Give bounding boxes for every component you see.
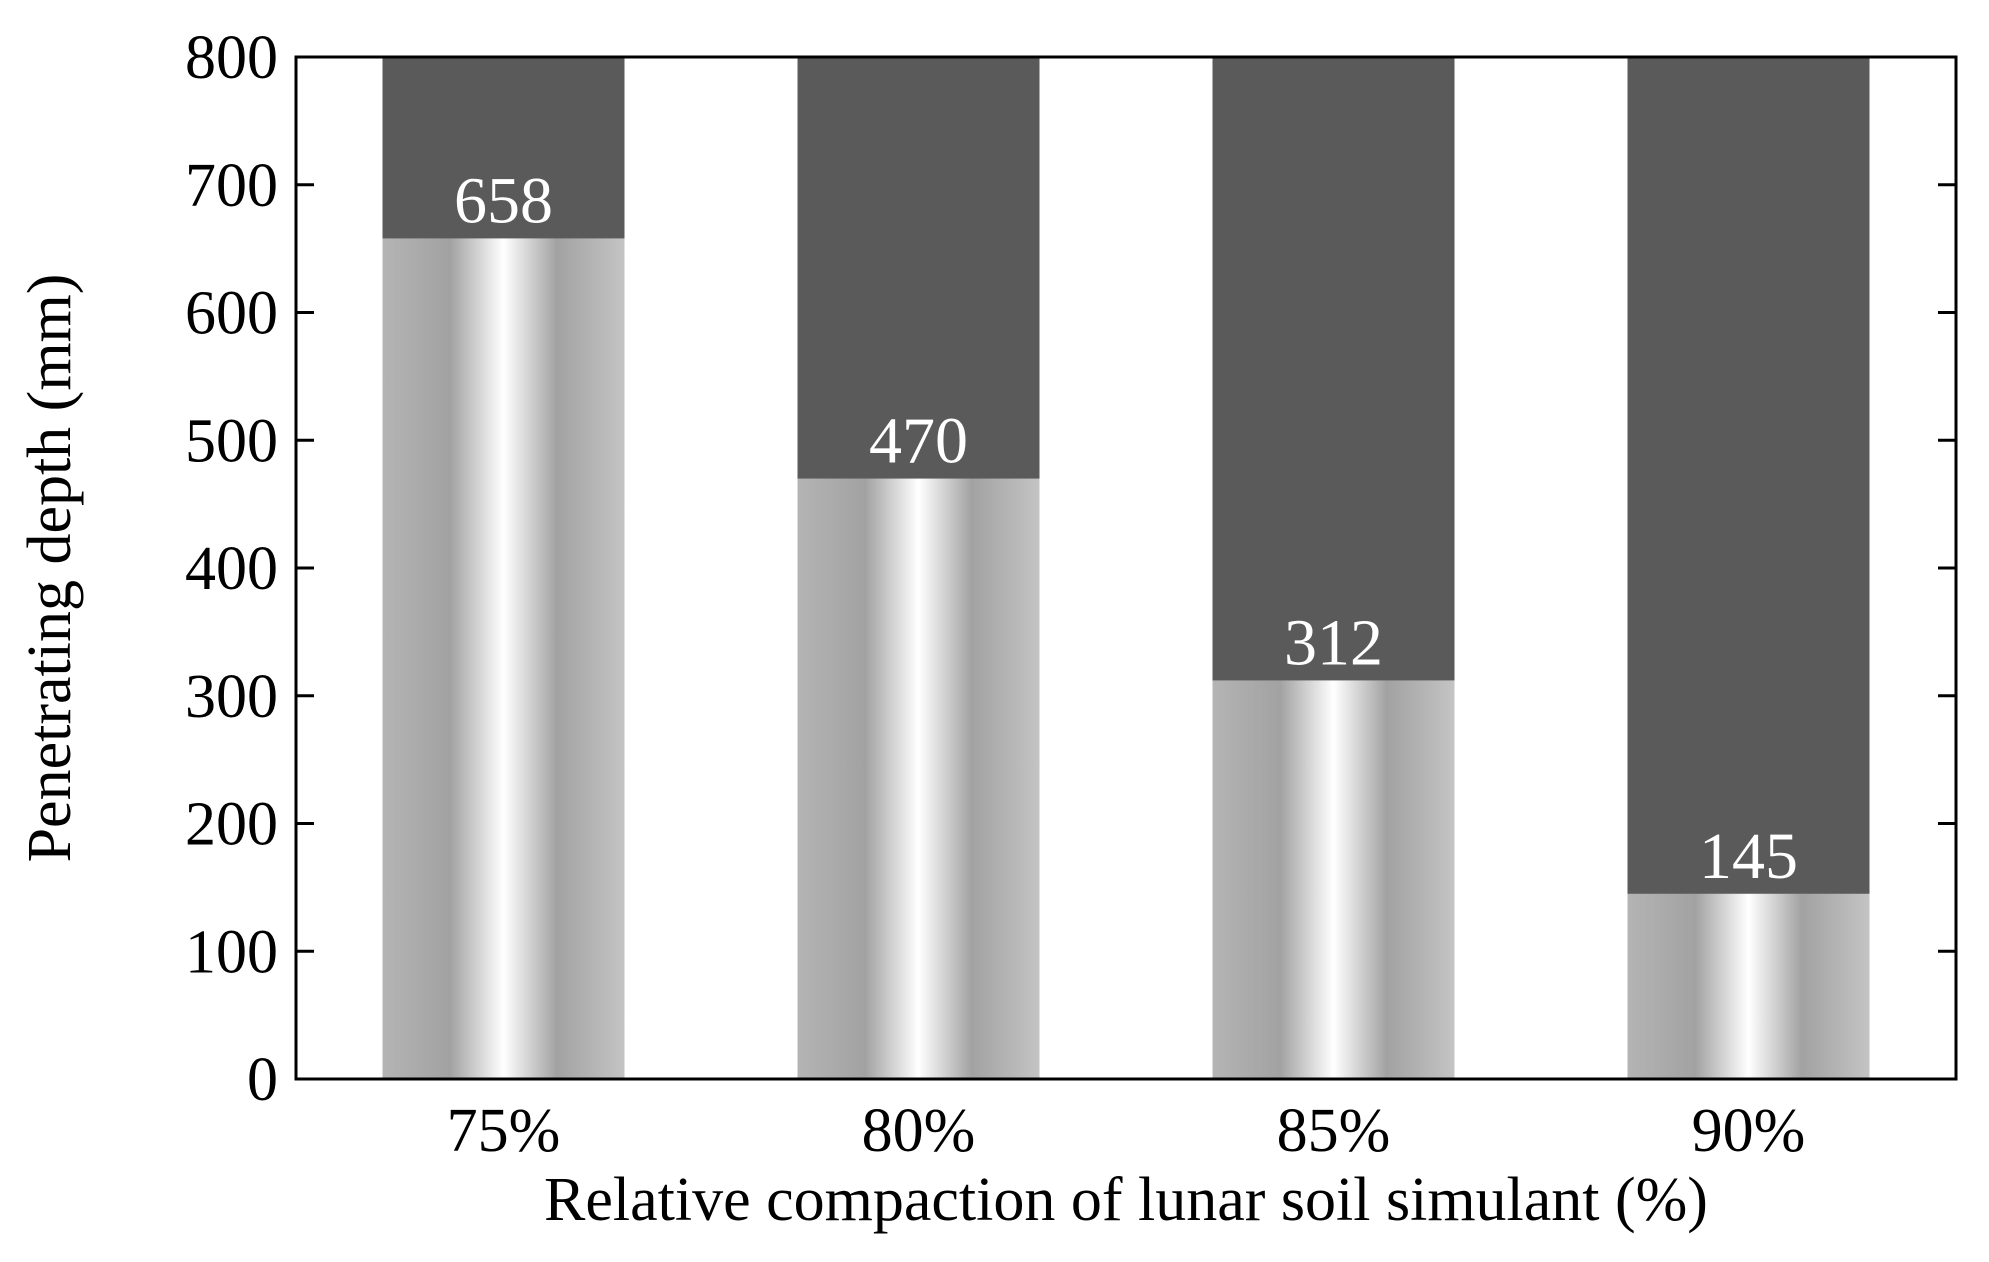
value-bar-4 xyxy=(1627,893,1870,1079)
data-label-3: 312 xyxy=(1284,606,1383,679)
data-label-2: 470 xyxy=(869,405,968,478)
y-tick-label-2: 200 xyxy=(185,791,278,859)
y-tick-label-4: 400 xyxy=(185,535,278,603)
y-tick-label-8: 800 xyxy=(185,24,278,92)
bars-layer: 658 75% 470 80% 312 85% 145 90% xyxy=(382,57,1870,1165)
x-tick-label-2: 80% xyxy=(862,1097,976,1165)
y-tick-label-0: 0 xyxy=(247,1046,278,1114)
x-axis-title: Relative compaction of lunar soil simula… xyxy=(544,1166,1708,1234)
y-tick-label-5: 500 xyxy=(185,407,278,475)
x-tick-label-3: 85% xyxy=(1277,1097,1391,1165)
data-label-1: 658 xyxy=(454,164,553,237)
x-tick-label-1: 75% xyxy=(447,1097,561,1165)
data-label-4: 145 xyxy=(1699,820,1798,893)
y-tick-label-7: 700 xyxy=(185,152,278,220)
value-bar-2 xyxy=(797,478,1040,1079)
y-tick-label-1: 100 xyxy=(185,918,278,986)
y-axis-title: Penetrating depth (mm) xyxy=(16,274,84,863)
y-tick-label-3: 300 xyxy=(185,663,278,731)
value-bar-1 xyxy=(382,238,625,1079)
y-tick-label-6: 600 xyxy=(185,280,278,348)
y-axis-ticks: 0 100 200 300 400 500 600 700 800 xyxy=(185,24,1956,1114)
value-bar-3 xyxy=(1212,680,1455,1079)
x-tick-label-4: 90% xyxy=(1692,1097,1806,1165)
